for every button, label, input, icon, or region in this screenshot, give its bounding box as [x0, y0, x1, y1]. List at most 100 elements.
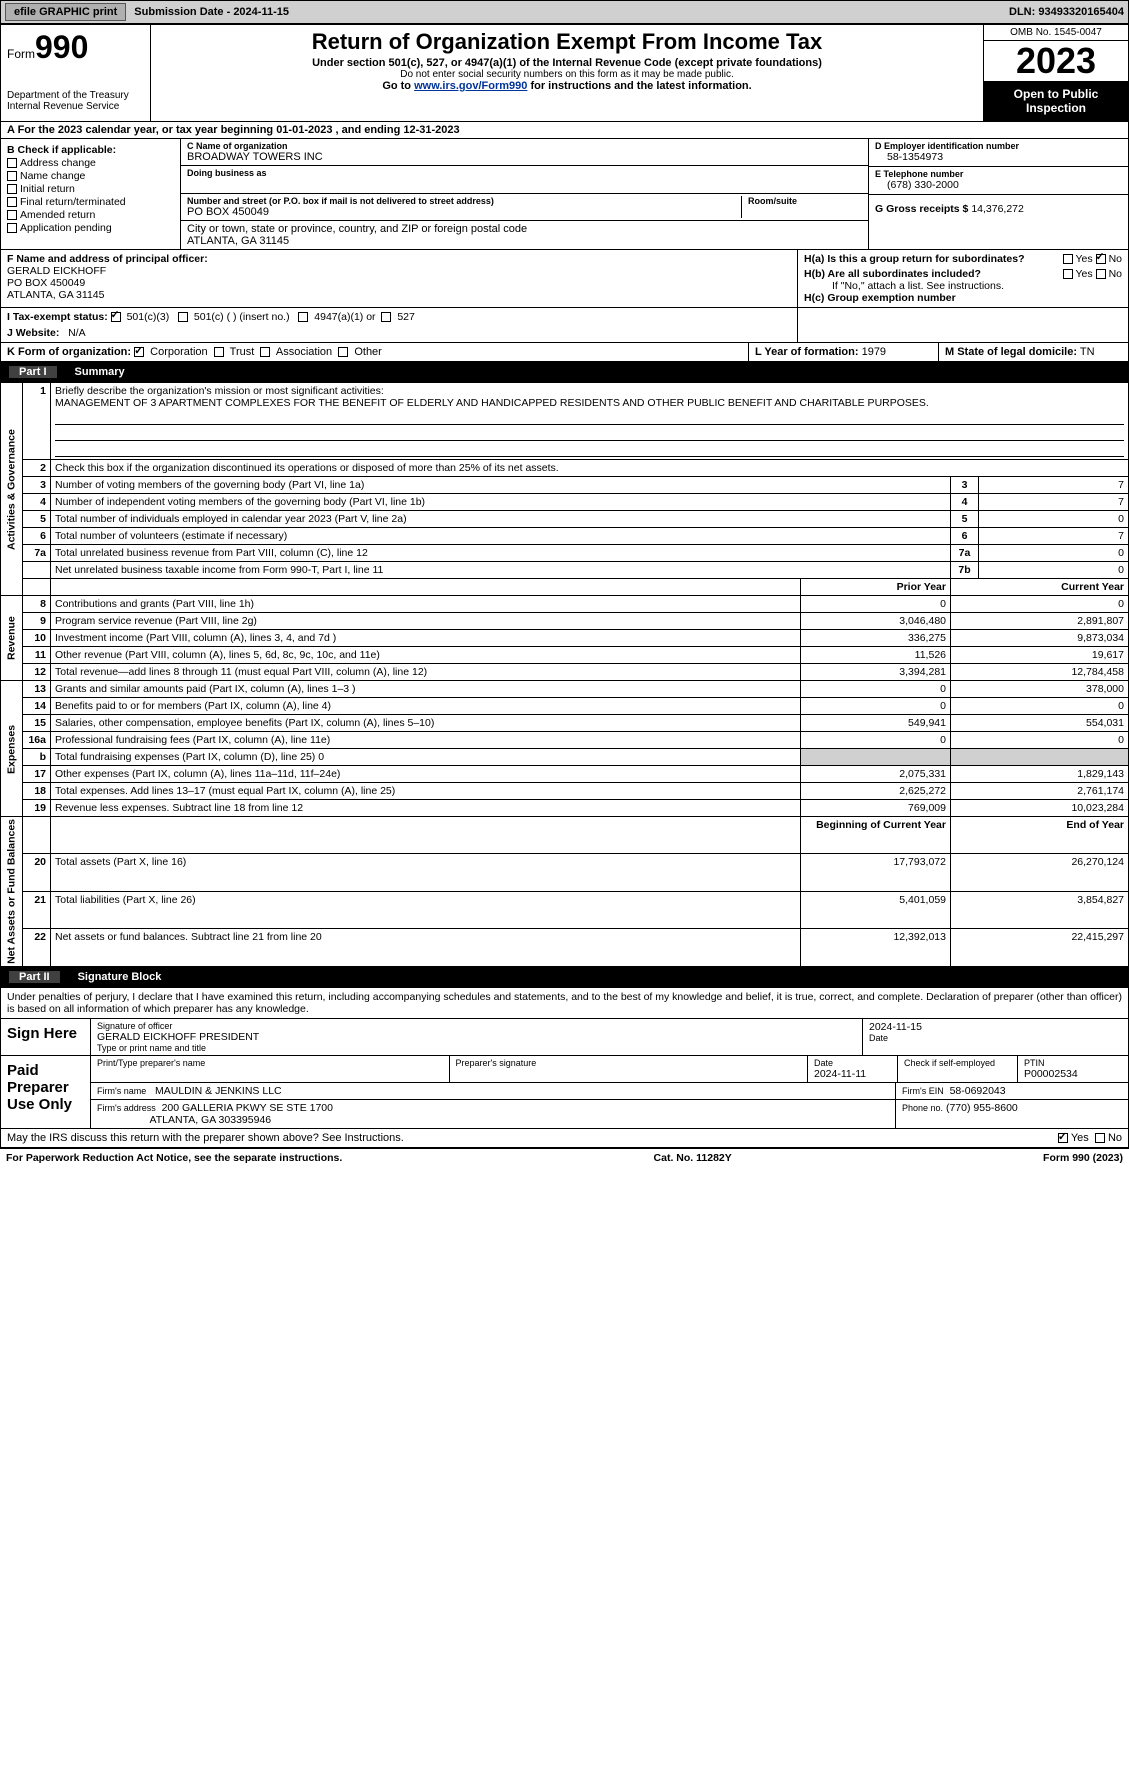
side-net-assets: Net Assets or Fund Balances: [1, 817, 23, 967]
signature-section: Under penalties of perjury, I declare th…: [0, 987, 1129, 1129]
line-i-label: I Tax-exempt status:: [7, 311, 108, 323]
discuss-no: No: [1108, 1132, 1122, 1144]
irs-line: Internal Revenue Service: [7, 101, 144, 112]
city-value: ATLANTA, GA 31145: [187, 235, 862, 247]
cat-no: Cat. No. 11282Y: [654, 1152, 732, 1164]
cb-address-change[interactable]: [7, 158, 17, 168]
cb-name-change[interactable]: [7, 171, 17, 181]
row-klm: K Form of organization: Corporation Trus…: [0, 343, 1129, 362]
officer-addr1: PO BOX 450049: [7, 277, 85, 289]
exp-row: 15Salaries, other compensation, employee…: [1, 715, 1129, 732]
page-footer: For Paperwork Reduction Act Notice, see …: [0, 1148, 1129, 1167]
gov-row: 7aTotal unrelated business revenue from …: [1, 545, 1129, 562]
col-begin: Beginning of Current Year: [801, 817, 951, 854]
city-label: City or town, state or province, country…: [187, 223, 862, 235]
cb-initial-return[interactable]: [7, 184, 17, 194]
line-m-label: M State of legal domicile:: [945, 346, 1077, 358]
gov-row: 5Total number of individuals employed in…: [1, 511, 1129, 528]
cb-hb-no[interactable]: [1096, 269, 1106, 279]
cb-final-return[interactable]: [7, 197, 17, 207]
part2-number: Part II: [9, 971, 60, 983]
ha-no: No: [1109, 253, 1122, 265]
cb-discuss-no[interactable]: [1095, 1133, 1105, 1143]
exp-row: 17Other expenses (Part IX, column (A), l…: [1, 766, 1129, 783]
self-emp-label: Check if self-employed: [904, 1058, 1011, 1068]
officer-sig-name: GERALD EICKHOFF PRESIDENT: [97, 1031, 856, 1043]
paid-preparer-label: Paid Preparer Use Only: [1, 1056, 91, 1128]
col-end: End of Year: [951, 817, 1129, 854]
gross-receipts-value: 14,376,272: [971, 203, 1024, 215]
no-ssn-notice: Do not enter social security numbers on …: [159, 69, 975, 80]
cb-amended-return[interactable]: [7, 210, 17, 220]
gov-row: 3Number of voting members of the governi…: [1, 477, 1129, 494]
website-value: N/A: [68, 327, 86, 339]
form-subtitle: Under section 501(c), 527, or 4947(a)(1)…: [159, 57, 975, 69]
part1-header: Part I Summary: [0, 362, 1129, 382]
form-prefix: Form: [7, 47, 35, 61]
discuss-row: May the IRS discuss this return with the…: [0, 1129, 1129, 1148]
opt-other: Other: [354, 346, 382, 358]
cb-4947[interactable]: [298, 312, 308, 322]
goto-link[interactable]: www.irs.gov/Form990: [414, 80, 527, 92]
omb-number: OMB No. 1545-0047: [984, 25, 1128, 41]
cb-discuss-yes[interactable]: [1058, 1133, 1068, 1143]
summary-table: Activities & Governance 1 Briefly descri…: [0, 382, 1129, 967]
header-right: OMB No. 1545-0047 2023 Open to Public In…: [983, 25, 1128, 121]
cb-ha-yes[interactable]: [1063, 254, 1073, 264]
box-c: C Name of organization BROADWAY TOWERS I…: [181, 139, 868, 249]
col-prior: Prior Year: [801, 579, 951, 596]
form-number: 990: [35, 29, 88, 65]
line-a-tax-year: A For the 2023 calendar year, or tax yea…: [0, 122, 1129, 139]
cb-trust[interactable]: [214, 347, 224, 357]
opt-initial-return: Initial return: [20, 183, 75, 195]
efile-print-button[interactable]: efile GRAPHIC print: [5, 3, 126, 21]
opt-corporation: Corporation: [150, 346, 207, 358]
form-ref: Form 990 (2023): [1043, 1152, 1123, 1164]
dba-label: Doing business as: [187, 168, 862, 178]
cb-association[interactable]: [260, 347, 270, 357]
cb-corporation[interactable]: [134, 347, 144, 357]
cb-501c3[interactable]: [111, 312, 121, 322]
q1-label: Briefly describe the organization's miss…: [55, 385, 384, 397]
part2-title: Signature Block: [78, 971, 162, 983]
cb-application-pending[interactable]: [7, 223, 17, 233]
rev-row: 10Investment income (Part VIII, column (…: [1, 630, 1129, 647]
box-f: F Name and address of principal officer:…: [1, 250, 798, 307]
net-row: 20Total assets (Part X, line 16)17,793,0…: [1, 854, 1129, 891]
exp-row: 14Benefits paid to or for members (Part …: [1, 698, 1129, 715]
ha-label: H(a) Is this a group return for subordin…: [804, 253, 1025, 265]
cb-527[interactable]: [381, 312, 391, 322]
goto-post: for instructions and the latest informat…: [527, 80, 751, 92]
form-title: Return of Organization Exempt From Incom…: [159, 29, 975, 55]
net-row: 22Net assets or fund balances. Subtract …: [1, 929, 1129, 967]
opt-association: Association: [276, 346, 332, 358]
q1-mission: MANAGEMENT OF 3 APARTMENT COMPLEXES FOR …: [55, 397, 929, 409]
opt-application-pending: Application pending: [20, 222, 112, 234]
discuss-text: May the IRS discuss this return with the…: [7, 1132, 1058, 1144]
opt-trust: Trust: [230, 346, 255, 358]
cb-501c[interactable]: [178, 312, 188, 322]
firm-addr2: ATLANTA, GA 303395946: [150, 1114, 272, 1126]
prep-name-label: Print/Type preparer's name: [97, 1058, 443, 1068]
ptin-label: PTIN: [1024, 1058, 1122, 1068]
firm-phone-label: Phone no.: [902, 1103, 943, 1113]
gov-row: 6Total number of volunteers (estimate if…: [1, 528, 1129, 545]
box-b: B Check if applicable: Address change Na…: [1, 139, 181, 249]
goto-pre: Go to: [382, 80, 414, 92]
exp-row: 18Total expenses. Add lines 13–17 (must …: [1, 783, 1129, 800]
firm-ein-label: Firm's EIN: [902, 1086, 944, 1096]
box-deg: D Employer identification number 58-1354…: [868, 139, 1128, 249]
hb-note: If "No," attach a list. See instructions…: [804, 280, 1122, 292]
net-row: 21Total liabilities (Part X, line 26)5,4…: [1, 891, 1129, 928]
side-expenses: Expenses: [1, 681, 23, 817]
cb-other[interactable]: [338, 347, 348, 357]
header-left: Form990 Department of the Treasury Inter…: [1, 25, 151, 121]
gov-row: 4Number of independent voting members of…: [1, 494, 1129, 511]
box-h: H(a) Is this a group return for subordin…: [798, 250, 1128, 307]
opt-501c3: 501(c)(3): [127, 311, 170, 323]
exp-row: 19Revenue less expenses. Subtract line 1…: [1, 800, 1129, 817]
cb-hb-yes[interactable]: [1063, 269, 1073, 279]
row-fh: F Name and address of principal officer:…: [0, 250, 1129, 308]
opt-address-change: Address change: [20, 157, 96, 169]
cb-ha-no[interactable]: [1096, 254, 1106, 264]
